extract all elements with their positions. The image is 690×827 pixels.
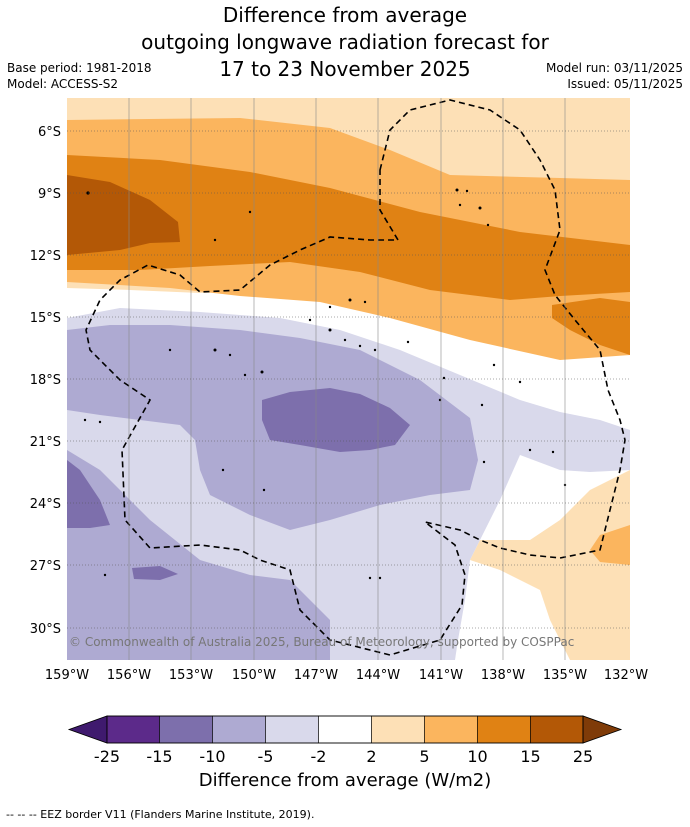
- lon-label: 135°W: [543, 668, 587, 683]
- colorbar-tick: -10: [199, 747, 225, 766]
- colorbar-segment: [371, 715, 425, 744]
- lat-gridlines: [67, 130, 630, 629]
- colorbar-tick: -5: [258, 747, 274, 766]
- eez-border: [85, 99, 626, 656]
- lat-label: 15°S: [30, 311, 61, 326]
- colorbar-segment: [159, 715, 213, 744]
- lat-axis: 6°S 9°S 12°S 15°S 18°S 21°S 24°S 27°S 30…: [30, 125, 61, 637]
- lon-label: 144°W: [356, 668, 400, 683]
- title-line-1: Difference from average: [222, 3, 468, 27]
- lat-label: 27°S: [30, 559, 61, 574]
- colorbar-segment: [424, 715, 478, 744]
- colorbar-arrow-low: [67, 715, 108, 744]
- lat-label: 18°S: [30, 373, 61, 388]
- band-minus10-to-minus15-south: [132, 566, 178, 580]
- colorbar-segment: [477, 715, 531, 744]
- colorbar-tick: -15: [146, 747, 172, 766]
- meta-right: Model run: 03/11/2025 Issued: 05/11/2025: [546, 60, 683, 92]
- title-line-3: 17 to 23 November 2025: [219, 57, 471, 81]
- lon-label: 132°W: [604, 668, 648, 683]
- lon-label: 138°W: [481, 668, 525, 683]
- colorbar-segment: [265, 715, 319, 744]
- lon-label: 147°W: [294, 668, 338, 683]
- lon-label: 156°W: [107, 668, 151, 683]
- colorbar-tick: 25: [573, 747, 593, 766]
- lon-label: 153°W: [169, 668, 213, 683]
- colorbar-segment: [530, 715, 584, 744]
- band-minus10-to-minus15: [262, 388, 410, 452]
- band-10-to-15: [67, 155, 630, 300]
- lat-label: 6°S: [38, 125, 61, 140]
- colorbar-ticks: -25 -15 -10 -5 -2 2 5 10 15 25: [94, 747, 593, 766]
- lat-label: 12°S: [30, 249, 61, 264]
- lat-label: 9°S: [38, 187, 61, 202]
- colorbar-tick: -25: [94, 747, 120, 766]
- issued-date: Issued: 05/11/2025: [567, 77, 683, 91]
- lon-label: 159°W: [45, 668, 89, 683]
- colorbar-tick: 2: [366, 747, 376, 766]
- meta-left: Base period: 1981-2018 Model: ACCESS-S2: [7, 60, 152, 92]
- lon-label: 150°W: [232, 668, 276, 683]
- colorbar-segment: [318, 715, 372, 744]
- band-5-to-10-southeast: [590, 525, 630, 565]
- lat-label: 24°S: [30, 497, 61, 512]
- colorbar-segment: [106, 715, 160, 744]
- model-name: Model: ACCESS-S2: [7, 77, 119, 91]
- title-line-2: outgoing longwave radiation forecast for: [141, 30, 549, 54]
- colorbar-segment: [212, 715, 266, 744]
- forecast-map: © Commonwealth of Australia 2025, Bureau…: [67, 98, 630, 660]
- band-minus10-to-minus15-west: [67, 460, 110, 528]
- band-10-to-15-east: [552, 298, 630, 355]
- colorbar-tick: 5: [419, 747, 429, 766]
- colorbar-tick: 10: [467, 747, 487, 766]
- lon-axis: 159°W 156°W 153°W 150°W 147°W 144°W 141°…: [45, 668, 648, 683]
- band-minus5-to-minus10-south: [67, 450, 330, 660]
- lat-label: 30°S: [30, 622, 61, 637]
- model-run: Model run: 03/11/2025: [545, 61, 683, 75]
- eez-footnote: -- -- -- EEZ border V11 (Flanders Marine…: [6, 808, 315, 821]
- lon-label: 141°W: [419, 668, 463, 683]
- band-15-to-25: [67, 175, 180, 255]
- copyright-text: © Commonwealth of Australia 2025, Bureau…: [69, 635, 574, 649]
- colorbar-arrow-high: [582, 715, 623, 744]
- colorbar-tick: -2: [311, 747, 327, 766]
- colorbar-label: Difference from average (W/m2): [198, 770, 492, 791]
- lat-label: 21°S: [30, 435, 61, 450]
- colorbar-frame: [106, 715, 584, 744]
- colorbar: -25 -15 -10 -5 -2 2 5 10 15 25: [67, 715, 623, 766]
- base-period: Base period: 1981-2018: [7, 61, 152, 75]
- map-title: Difference from average outgoing longwav…: [0, 2, 690, 83]
- colorbar-tick: 15: [520, 747, 540, 766]
